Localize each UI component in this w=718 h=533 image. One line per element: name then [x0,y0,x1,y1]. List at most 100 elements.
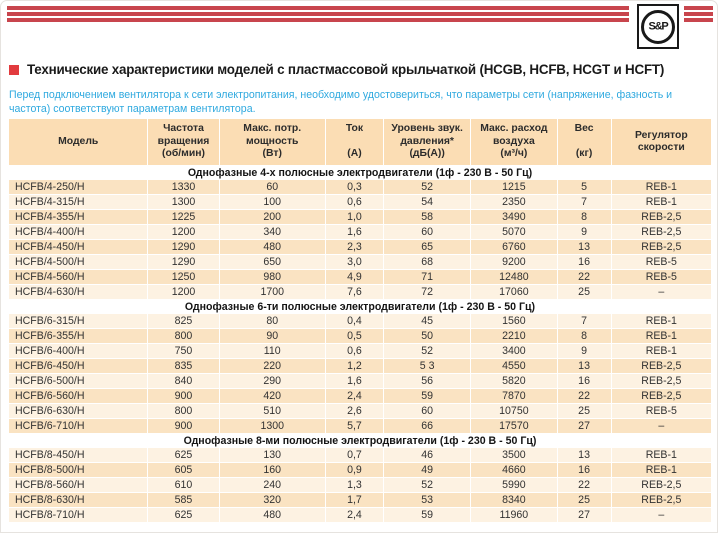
value-cell-speed: 900 [148,389,219,403]
value-cell-weight: 13 [557,448,611,462]
value-cell-speed: 840 [148,374,219,388]
table-row: HCFB/6-500/H 840 290 1,6 56 5820 16 REB-2,5 [9,374,711,388]
model-cell: HCFB/6-560/H [9,389,148,403]
page-title: Технические характеристики моделей с пла… [27,62,665,77]
value-cell-current: 1,6 [325,225,384,239]
value-cell-airflow: 2210 [471,329,557,343]
value-cell-airflow: 11960 [471,508,557,522]
model-cell: HCFB/8-500/H [9,463,148,477]
value-cell-speed: 900 [148,419,219,433]
value-cell-power: 340 [219,225,325,239]
value-cell-noise: 54 [384,195,471,209]
value-cell-noise: 68 [384,255,471,269]
value-cell-speed: 800 [148,404,219,418]
value-cell-weight: 27 [557,419,611,433]
value-cell-airflow: 3400 [471,344,557,358]
value-cell-airflow: 4660 [471,463,557,477]
value-cell-current: 1,7 [325,493,384,507]
value-cell-regulator: – [611,508,711,522]
value-cell-airflow: 17570 [471,419,557,433]
value-cell-current: 0,9 [325,463,384,477]
value-cell-weight: 8 [557,210,611,224]
model-cell: HCFB/6-450/H [9,359,148,373]
col-header-noise: Уровень звук. давления* (дБ(А)) [384,119,471,165]
value-cell-noise: 71 [384,270,471,284]
value-cell-noise: 5 3 [384,359,471,373]
value-cell-airflow: 12480 [471,270,557,284]
value-cell-speed: 825 [148,314,219,328]
section-header-row: Однофазные 8-ми полюсные электродвигател… [9,434,711,447]
value-cell-regulator: REB-2,5 [611,478,711,492]
value-cell-regulator: REB-2,5 [611,493,711,507]
value-cell-weight: 22 [557,389,611,403]
table-row: HCFB/6-710/H 900 1300 5,7 66 17570 27– [9,419,711,433]
value-cell-power: 1300 [219,419,325,433]
value-cell-weight: 25 [557,285,611,299]
value-cell-noise: 65 [384,240,471,254]
stripe-bar [7,6,629,10]
model-cell: HCFB/6-500/H [9,374,148,388]
value-cell-power: 110 [219,344,325,358]
value-cell-weight: 13 [557,359,611,373]
value-cell-regulator: REB-2,5 [611,225,711,239]
value-cell-noise: 53 [384,493,471,507]
value-cell-regulator: REB-1 [611,195,711,209]
col-header-speed: Частота вращения (об/мин) [148,119,219,165]
value-cell-current: 2,4 [325,508,384,522]
value-cell-power: 480 [219,240,325,254]
col-header-regulator: Регулятор скорости [611,119,711,165]
value-cell-speed: 1300 [148,195,219,209]
value-cell-regulator: – [611,419,711,433]
value-cell-noise: 52 [384,180,471,194]
value-cell-regulator: REB-1 [611,180,711,194]
table-row: HCFB/6-560/H 900 420 2,4 59 7870 22 REB-2,5 [9,389,711,403]
value-cell-power: 160 [219,463,325,477]
col-header-airflow: Макс. расход воздуха (м³/ч) [471,119,557,165]
section-header-row: Однофазные 6-ти полюсные электродвигател… [9,300,711,313]
value-cell-weight: 13 [557,240,611,254]
model-cell: HCFB/6-630/H [9,404,148,418]
value-cell-regulator: REB-2,5 [611,374,711,388]
table-row: HCFB/4-450/H 1290 480 2,3 65 6760 13 REB-2,5 [9,240,711,254]
value-cell-weight: 7 [557,314,611,328]
value-cell-airflow: 8340 [471,493,557,507]
table-row: HCFB/8-560/H 610 240 1,3 52 5990 22 REB-2,5 [9,478,711,492]
value-cell-airflow: 5070 [471,225,557,239]
value-cell-airflow: 3490 [471,210,557,224]
model-cell: HCFB/8-710/H [9,508,148,522]
value-cell-airflow: 6760 [471,240,557,254]
red-square-bullet-icon [9,65,19,75]
value-cell-power: 90 [219,329,325,343]
value-cell-regulator: REB-5 [611,255,711,269]
value-cell-weight: 22 [557,270,611,284]
value-cell-airflow: 5820 [471,374,557,388]
value-cell-current: 0,6 [325,344,384,358]
model-cell: HCFB/4-400/H [9,225,148,239]
table-row: HCFB/4-500/H 1290 650 3,0 68 9200 16 REB-5 [9,255,711,269]
model-cell: HCFB/4-315/H [9,195,148,209]
value-cell-current: 7,6 [325,285,384,299]
value-cell-current: 2,6 [325,404,384,418]
section-title: Однофазные 4-х полюсные электродвигатели… [9,166,711,179]
value-cell-weight: 9 [557,344,611,358]
value-cell-current: 0,6 [325,195,384,209]
value-cell-power: 290 [219,374,325,388]
table-row: HCFB/4-315/H 1300 100 0,6 54 2350 7 REB-1 [9,195,711,209]
value-cell-weight: 7 [557,195,611,209]
value-cell-speed: 835 [148,359,219,373]
value-cell-power: 60 [219,180,325,194]
value-cell-current: 1,6 [325,374,384,388]
value-cell-weight: 27 [557,508,611,522]
value-cell-power: 320 [219,493,325,507]
value-cell-weight: 25 [557,493,611,507]
value-cell-power: 80 [219,314,325,328]
value-cell-current: 1,3 [325,478,384,492]
spec-table: Модель Частота вращения (об/мин) Макс. пот… [8,118,712,523]
value-cell-power: 980 [219,270,325,284]
value-cell-noise: 56 [384,374,471,388]
value-cell-speed: 1330 [148,180,219,194]
table-row: HCFB/6-315/H 825 80 0,4 45 1560 7 REB-1 [9,314,711,328]
value-cell-weight: 16 [557,374,611,388]
table-body: Однофазные 4-х полюсные электродвигатели… [9,166,711,522]
